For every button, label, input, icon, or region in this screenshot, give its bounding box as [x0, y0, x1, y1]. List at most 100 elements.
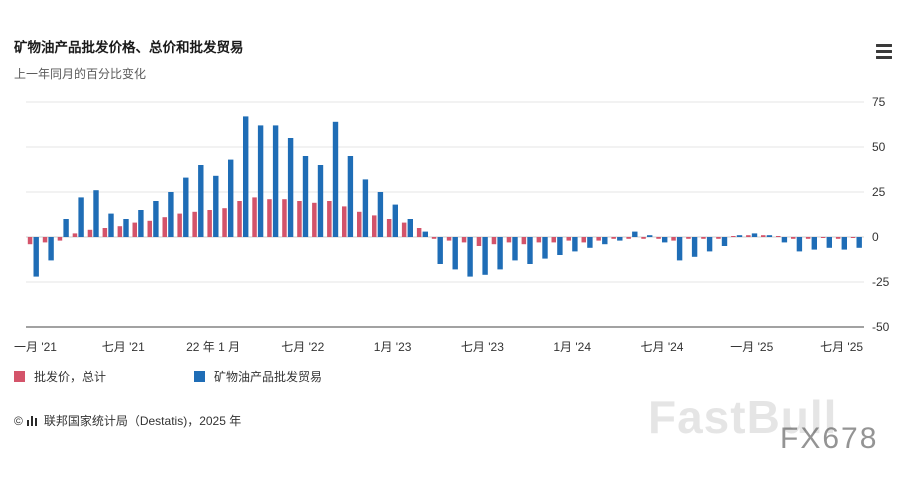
- bar: [746, 235, 751, 237]
- x-tick-label: 一月 '25: [730, 340, 773, 354]
- bar: [177, 213, 182, 237]
- legend-item-mineral-oil-trade: 矿物油产品批发贸易: [194, 368, 322, 385]
- bar: [87, 229, 93, 237]
- bar: [123, 219, 129, 237]
- bar: [431, 237, 437, 239]
- bar: [776, 236, 781, 237]
- bar: [252, 197, 257, 237]
- bar: [551, 237, 556, 243]
- bar: [781, 237, 788, 243]
- bar: [461, 237, 467, 243]
- bar: [751, 233, 758, 237]
- bar: [48, 237, 54, 261]
- header: 矿物油产品批发价格、总价和批发贸易 上一年同月的百分比变化: [14, 36, 244, 82]
- bar: [796, 237, 803, 252]
- legend-item-wholesale-price: 批发价，总计: [14, 368, 106, 385]
- bar: [662, 237, 668, 243]
- x-tick-label: 1月 '24: [553, 340, 591, 354]
- x-tick-label: 七月 '22: [281, 340, 324, 354]
- bar: [557, 237, 563, 255]
- bar: [153, 201, 159, 237]
- bar: [72, 233, 78, 237]
- x-tick-label: 七月 '24: [641, 340, 684, 354]
- bar: [811, 237, 817, 250]
- bar: [835, 237, 841, 239]
- y-tick-label: 0: [872, 230, 879, 244]
- bar: [78, 197, 84, 237]
- bar: [467, 237, 473, 277]
- bar: [63, 219, 69, 237]
- bar: [791, 237, 796, 239]
- bar: [102, 228, 108, 237]
- bar: [536, 237, 542, 243]
- bar: [671, 237, 676, 241]
- bar: [856, 237, 862, 248]
- y-tick-label: 75: [872, 95, 886, 109]
- destatis-logo-icon: [26, 415, 39, 426]
- chart-menu-icon[interactable]: [876, 44, 892, 62]
- bar: [611, 237, 616, 239]
- bar: [512, 237, 518, 261]
- y-tick-label: 50: [872, 140, 886, 154]
- bar: [716, 237, 721, 239]
- bar: [416, 228, 422, 237]
- bar: [267, 199, 272, 237]
- bar: [243, 116, 249, 237]
- bar: [736, 235, 743, 237]
- bar: [33, 237, 39, 277]
- y-tick-label: -25: [872, 275, 890, 289]
- bar: [342, 206, 347, 237]
- bar: [641, 237, 646, 239]
- bar: [377, 192, 384, 237]
- bar: [42, 237, 48, 243]
- bar: [183, 177, 189, 237]
- bar: [686, 237, 691, 239]
- bar: [287, 138, 294, 237]
- bar: [826, 237, 832, 248]
- legend-label-mineral-oil-trade: 矿物油产品批发贸易: [214, 370, 323, 384]
- x-tick-label: 22 年 1 月: [186, 340, 240, 354]
- bar: [521, 237, 527, 245]
- bar: [332, 121, 339, 237]
- bar: [841, 237, 847, 250]
- bar: [272, 125, 279, 237]
- x-tick-label: 七月 '25: [820, 340, 863, 354]
- bar: [647, 235, 653, 237]
- bar: [27, 237, 33, 245]
- bar: [617, 237, 623, 241]
- bar: [491, 237, 497, 245]
- bar: [198, 165, 204, 237]
- bar: [482, 237, 488, 275]
- chart-canvas: 75 50 25 0 -25 -50 一月 '21 七月 '21 22 年 1 月 七月 '22 1…: [14, 95, 890, 354]
- bar: [626, 237, 631, 239]
- x-tick-label: 一月 '21: [14, 340, 57, 354]
- bar: [596, 237, 601, 241]
- bar: [357, 211, 362, 237]
- bar: [162, 217, 167, 237]
- bar: [282, 199, 287, 237]
- bar: [602, 237, 608, 245]
- bar: [761, 235, 766, 237]
- bar: [706, 237, 713, 252]
- bar: [132, 222, 137, 237]
- bar: [228, 159, 234, 237]
- bar: [446, 237, 452, 241]
- bar: [581, 237, 586, 243]
- bar: [437, 237, 443, 264]
- bar: [297, 201, 302, 237]
- page-title: 矿物油产品批发价格、总价和批发贸易: [14, 40, 244, 55]
- bar: [691, 237, 698, 257]
- watermark-fx678: FX678: [780, 422, 879, 455]
- x-tick-label: 七月 '23: [461, 340, 504, 354]
- bar: [222, 208, 227, 237]
- page-subtitle: 上一年同月的百分比变化: [14, 67, 147, 81]
- bar: [721, 237, 728, 246]
- bar: [108, 213, 114, 237]
- bar: [168, 192, 174, 237]
- bar: [93, 190, 99, 237]
- bar: [192, 211, 197, 237]
- bar: [572, 237, 578, 252]
- bar: [676, 237, 683, 261]
- bar: [452, 237, 458, 270]
